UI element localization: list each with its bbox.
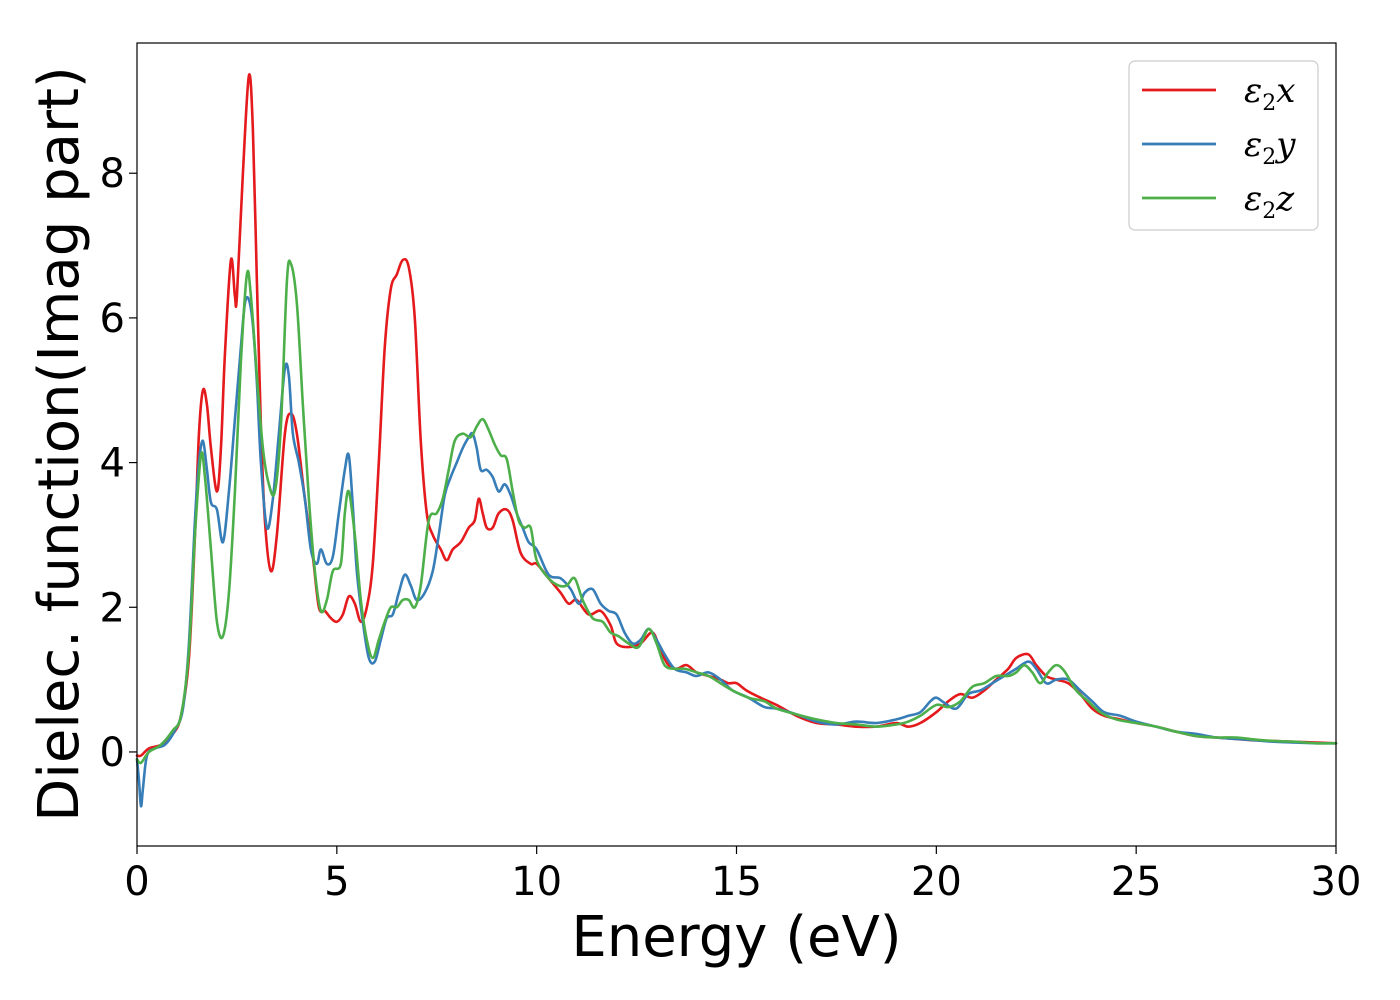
y-tick-label: 6 [100, 296, 125, 342]
x-tick-label: 5 [324, 859, 349, 905]
x-axis-title: Energy (eV) [571, 905, 901, 970]
x-tick-label: 25 [1111, 859, 1162, 905]
x-tick-label: 0 [124, 859, 149, 905]
legend: ε2x ε2y ε2z [1128, 60, 1319, 231]
series-line-z [135, 259, 1338, 765]
legend-label-y: ε2y [1244, 125, 1296, 170]
legend-label-z: ε2z [1244, 179, 1295, 224]
y-tick-label: 4 [100, 441, 125, 487]
legend-label-x: ε2x [1244, 71, 1295, 116]
x-tick-label: 30 [1311, 859, 1362, 905]
series-layer [135, 73, 1338, 808]
x-axis: 0 5 10 15 20 25 30 [124, 846, 1361, 905]
y-tick-label: 0 [100, 730, 125, 776]
x-tick-label: 10 [511, 859, 562, 905]
legend-box [1128, 60, 1319, 231]
y-tick-label: 2 [100, 585, 125, 631]
y-tick-label: 8 [100, 151, 125, 197]
y-axis-title: Dielec. function(Imag part) [27, 66, 92, 822]
y-axis: 0 2 4 6 8 [100, 151, 137, 776]
x-tick-label: 15 [711, 859, 762, 905]
x-tick-label: 20 [911, 859, 962, 905]
